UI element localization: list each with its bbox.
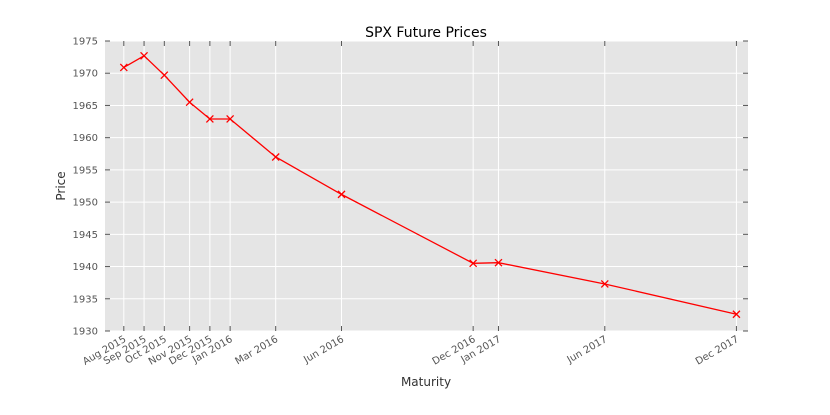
data-point-marker [494,258,503,267]
data-point-marker [469,259,478,268]
y-tick-label: 1965 [73,101,98,112]
x-tick-label: Jun 2017 [565,334,610,366]
chart-title: SPX Future Prices [365,25,487,41]
y-axis-label: Price [54,171,68,200]
y-tick-label: 1970 [73,69,98,80]
plot-area [105,41,748,331]
x-tick-label: Jun 2016 [301,334,346,366]
data-point-marker [119,63,128,72]
grid [105,40,748,332]
y-tick-label: 1950 [73,198,98,209]
data-point-marker [140,51,149,60]
x-axis-label: Maturity [401,375,451,389]
data-point-marker [732,310,741,319]
y-tick-label: 1975 [73,37,98,48]
y-tick-label: 1930 [73,327,98,338]
y-tick-label: 1935 [73,294,98,305]
data-point-marker [205,115,214,123]
y-tick-label: 1945 [73,230,98,241]
data-point-marker [185,98,194,107]
x-tick-label: Mar 2016 [234,334,281,367]
data-point-marker [337,190,346,199]
data-point-marker [226,115,235,123]
data-point-marker [600,279,609,288]
series-group [119,51,741,319]
data-point-marker [271,153,280,161]
y-tick-label: 1955 [73,165,98,176]
y-tick-label: 1940 [73,262,98,273]
y-tick-label: 1960 [73,133,98,144]
x-tick-label: Dec 2017 [694,334,741,368]
data-point-marker [160,71,169,80]
